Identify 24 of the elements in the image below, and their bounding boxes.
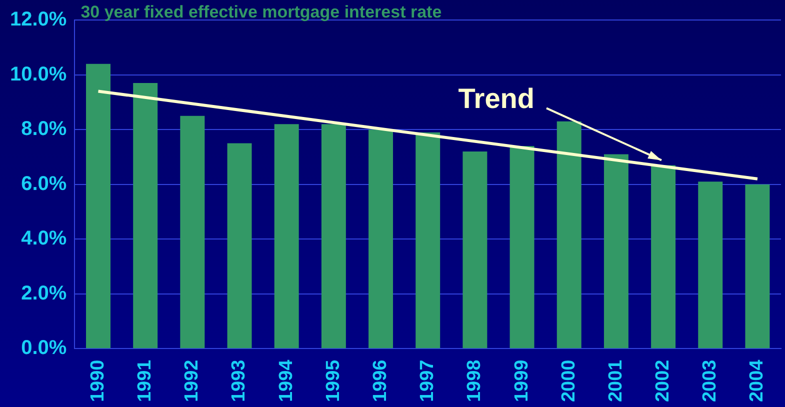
x-tick-label: 1997 [417,360,438,402]
x-tick-label: 1995 [322,359,344,402]
y-tick-label: 2.0% [21,282,67,304]
y-tick-label: 10.0% [10,63,67,86]
x-tick-label: 2004 [746,359,768,402]
y-tick-label: 8.0% [21,118,67,140]
x-tick-label: 1999 [511,360,532,402]
series-label: Trend [458,82,534,114]
x-tick-label: 2003 [700,360,721,402]
x-tick-label: 1998 [464,360,486,402]
y-tick-label: 6.0% [21,172,67,195]
x-tick-label: 1991 [134,359,156,402]
y-tick-label: 4.0% [21,228,67,250]
x-tick-label: 2001 [605,359,626,402]
y-tick-label: 12.0% [10,8,67,31]
x-tick-label: 2000 [558,360,580,402]
x-tick-label: 1992 [182,360,203,402]
y-tick-label: 0.0% [21,337,67,360]
x-tick-label: 2002 [652,360,674,402]
x-tick-label: 1990 [87,360,108,402]
x-tick-label: 1993 [228,360,250,402]
chart-title: 30 year fixed effective mortgage interest rate [80,2,442,22]
x-tick-label: 1994 [276,359,297,402]
x-tick-label: 1996 [370,360,392,402]
